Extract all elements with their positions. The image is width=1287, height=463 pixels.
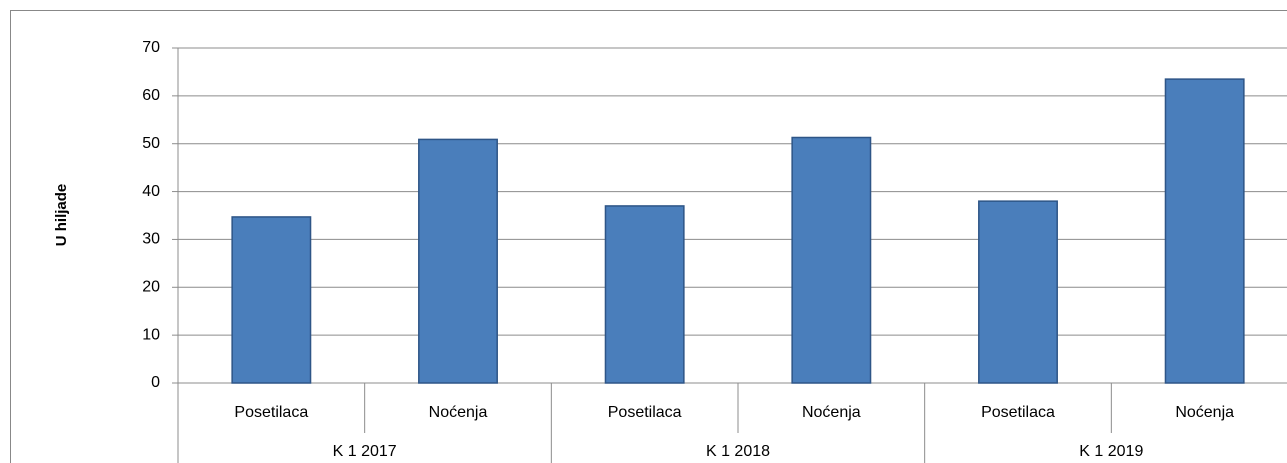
x-tick-label: Noćenja [802, 404, 861, 421]
bar [791, 136, 872, 384]
y-tick-label: 10 [142, 326, 160, 343]
y-axis-label: U hiljade [53, 184, 70, 247]
x-tick-label: Posetilaca [234, 404, 308, 421]
bar [978, 200, 1058, 384]
y-tick-label: 0 [151, 374, 160, 391]
x-tick-label: Posetilaca [981, 404, 1055, 421]
y-tick-label: 20 [142, 279, 160, 296]
bar [1164, 78, 1245, 384]
x-tick-label: Noćenja [429, 404, 488, 421]
y-tick-label: 50 [142, 135, 160, 152]
bar [604, 205, 685, 384]
y-tick-label: 60 [142, 87, 160, 104]
x-tick-label: Posetilaca [608, 404, 682, 421]
y-tick-label: 70 [142, 39, 160, 56]
group-label: K 1 2017 [333, 443, 397, 460]
y-tick-label: 40 [142, 183, 160, 200]
group-label: K 1 2018 [706, 443, 770, 460]
bar [231, 216, 312, 384]
group-label: K 1 2019 [1079, 443, 1143, 460]
bar [418, 138, 498, 384]
y-tick-label: 30 [142, 231, 160, 248]
x-tick-label: Noćenja [1175, 404, 1234, 421]
